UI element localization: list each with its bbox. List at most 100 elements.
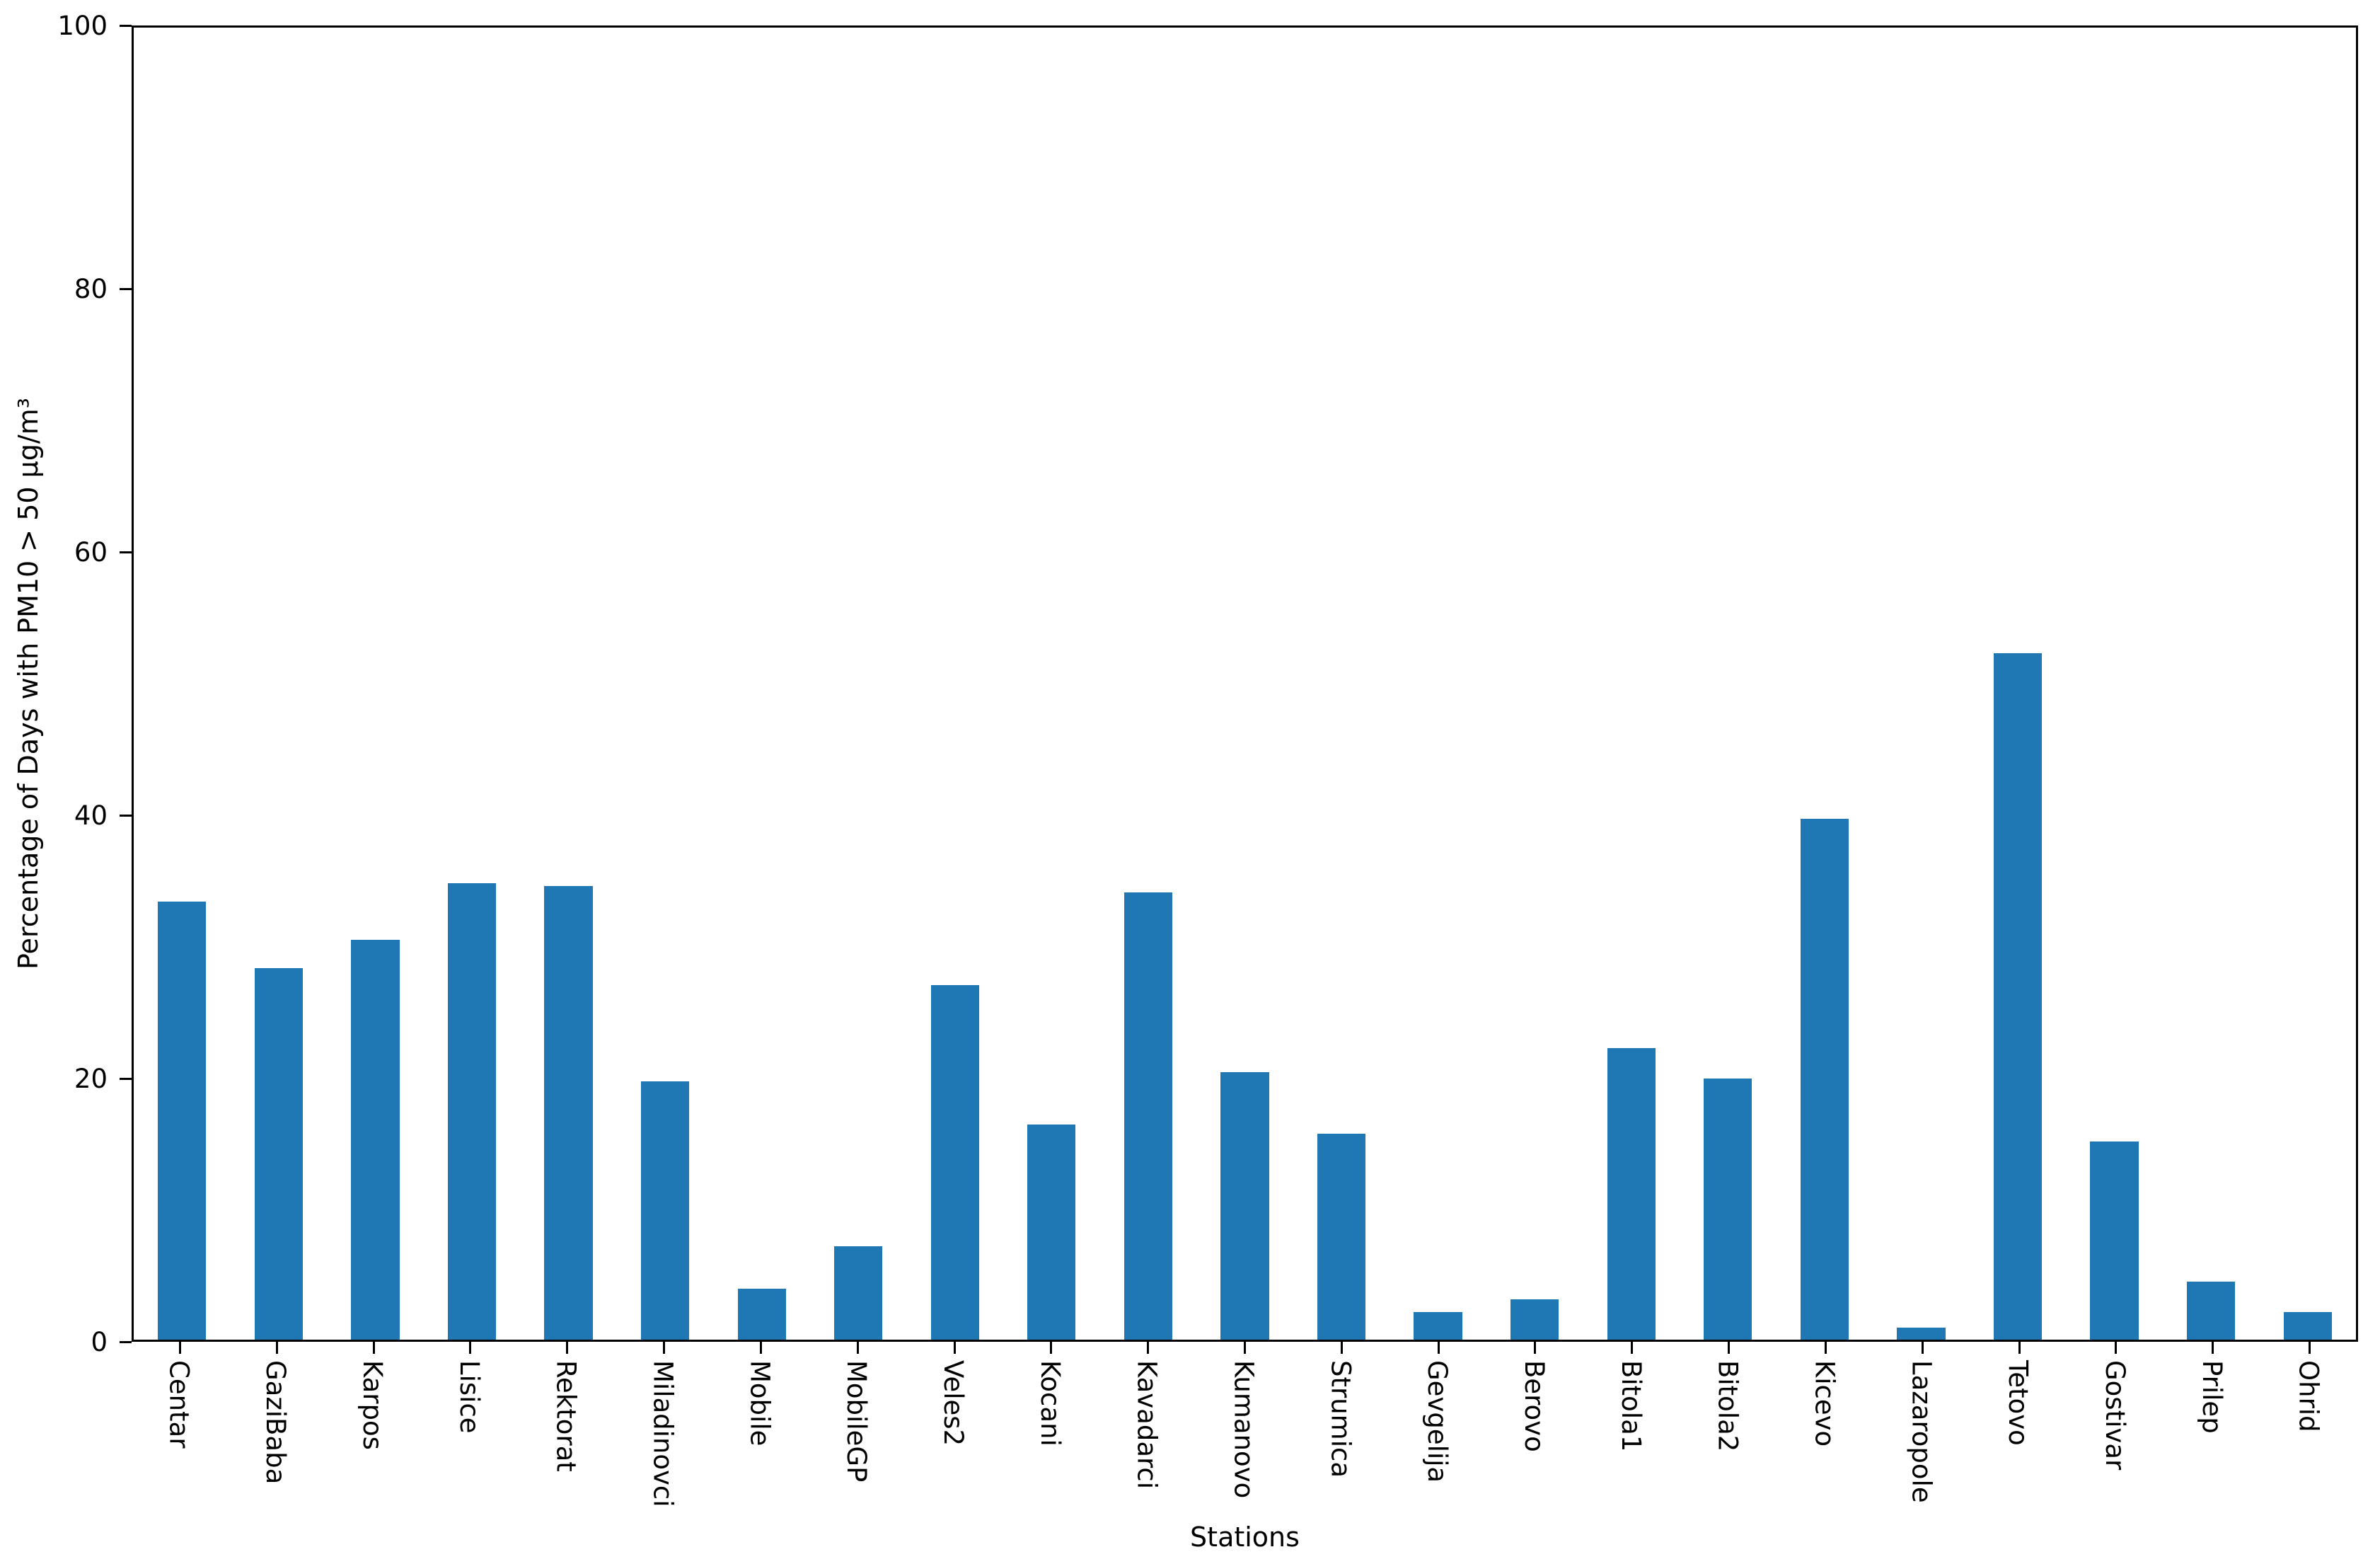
x-tick-label-prilep: Prilep bbox=[2196, 1360, 2227, 1434]
bar-mobile bbox=[737, 1288, 786, 1340]
bar-slot-gazibaba bbox=[231, 28, 328, 1340]
bar-ohrid bbox=[2283, 1312, 2332, 1340]
x-tick-label-bitola2: Bitola2 bbox=[1712, 1360, 1743, 1452]
bar-mobilegp bbox=[834, 1246, 883, 1340]
y-tick-label-40: 40 bbox=[74, 800, 108, 831]
bar-bitola2 bbox=[1704, 1079, 1752, 1340]
x-tick-label-veles2: Veles2 bbox=[938, 1360, 969, 1447]
x-tick-label-ohrid: Ohrid bbox=[2293, 1360, 2324, 1432]
x-tick-mark-bitola2 bbox=[1728, 1342, 1731, 1354]
x-axis-label: Stations bbox=[1190, 1522, 1300, 1553]
y-tick-mark-60 bbox=[120, 551, 132, 553]
bar-centar bbox=[158, 901, 207, 1340]
bars-container bbox=[134, 28, 2356, 1340]
x-tick-label-miladinovci: Miladinovci bbox=[647, 1360, 678, 1507]
bar-karpos bbox=[351, 939, 400, 1340]
bar-miladinovci bbox=[640, 1081, 690, 1340]
bar-tetovo bbox=[1993, 653, 2043, 1340]
bar-kocani bbox=[1027, 1124, 1076, 1340]
x-tick-label-karpos: Karpos bbox=[357, 1360, 388, 1450]
bar-slot-mobile bbox=[713, 28, 810, 1340]
y-tick-mark-80 bbox=[120, 287, 132, 290]
y-tick-label-100: 100 bbox=[57, 11, 108, 41]
x-tick-mark-karpos bbox=[372, 1342, 375, 1354]
x-tick-label-strumica: Strumica bbox=[1325, 1360, 1356, 1478]
bar-slot-ohrid bbox=[2259, 28, 2356, 1340]
bar-slot-veles2 bbox=[907, 28, 1004, 1340]
bar-gevgelija bbox=[1414, 1312, 1462, 1340]
bar-kumanovo bbox=[1220, 1071, 1269, 1340]
y-tick-mark-40 bbox=[120, 814, 132, 817]
x-tick-label-kavadarci: Kavadarci bbox=[1131, 1360, 1162, 1490]
bar-kavadarci bbox=[1123, 892, 1173, 1340]
x-tick-mark-centar bbox=[178, 1342, 181, 1354]
x-tick-label-berovo: Berovo bbox=[1518, 1360, 1549, 1452]
x-tick-mark-kicevo bbox=[1824, 1342, 1827, 1354]
bar-slot-kocani bbox=[1003, 28, 1100, 1340]
bar-strumica bbox=[1317, 1133, 1366, 1340]
bar-slot-strumica bbox=[1293, 28, 1390, 1340]
x-tick-mark-strumica bbox=[1340, 1342, 1343, 1354]
x-tick-mark-gazibaba bbox=[275, 1342, 278, 1354]
x-tick-mark-bitola1 bbox=[1631, 1342, 1634, 1354]
bar-rektorat bbox=[544, 885, 593, 1340]
x-tick-mark-miladinovci bbox=[663, 1342, 666, 1354]
plot-area bbox=[132, 25, 2358, 1342]
x-tick-label-mobilegp: MobileGP bbox=[841, 1360, 872, 1483]
y-tick-label-80: 80 bbox=[74, 274, 108, 304]
bar-slot-rektorat bbox=[520, 28, 617, 1340]
x-tick-mark-berovo bbox=[1534, 1342, 1537, 1354]
x-tick-mark-kocani bbox=[1050, 1342, 1053, 1354]
y-tick-mark-0 bbox=[120, 1340, 132, 1343]
x-tick-label-kumanovo: Kumanovo bbox=[1228, 1360, 1259, 1499]
bar-bitola1 bbox=[1607, 1048, 1656, 1340]
x-tick-mark-lisice bbox=[469, 1342, 472, 1354]
x-tick-label-centar: Centar bbox=[163, 1360, 195, 1449]
y-tick-mark-20 bbox=[120, 1077, 132, 1080]
bar-slot-karpos bbox=[327, 28, 424, 1340]
x-tick-mark-veles2 bbox=[953, 1342, 956, 1354]
bar-slot-bitola2 bbox=[1680, 28, 1777, 1340]
x-tick-label-kicevo: Kicevo bbox=[1809, 1360, 1840, 1447]
x-tick-label-kocani: Kocani bbox=[1034, 1360, 1065, 1447]
x-tick-label-rektorat: Rektorat bbox=[550, 1360, 582, 1472]
bar-kicevo bbox=[1800, 818, 1849, 1340]
x-tick-label-tetovo: Tetovo bbox=[2003, 1360, 2034, 1446]
bar-berovo bbox=[1510, 1299, 1559, 1340]
bar-slot-kavadarci bbox=[1100, 28, 1197, 1340]
x-tick-mark-gevgelija bbox=[1437, 1342, 1440, 1354]
x-tick-mark-kavadarci bbox=[1147, 1342, 1150, 1354]
bar-slot-miladinovci bbox=[617, 28, 714, 1340]
y-tick-label-60: 60 bbox=[74, 537, 108, 568]
y-tick-label-20: 20 bbox=[74, 1064, 108, 1094]
x-tick-label-lazaropole: Lazaropole bbox=[1906, 1360, 1937, 1503]
x-tick-label-gazibaba: GaziBaba bbox=[260, 1360, 291, 1485]
x-tick-label-gevgelija: Gevgelija bbox=[1422, 1360, 1453, 1483]
x-tick-mark-lazaropole bbox=[1921, 1342, 1924, 1354]
y-axis-label: Percentage of Days with PM10 > 50 µg/m³ bbox=[13, 397, 44, 970]
x-tick-mark-tetovo bbox=[2018, 1342, 2021, 1354]
bar-slot-mobilegp bbox=[810, 28, 907, 1340]
y-tick-label-0: 0 bbox=[91, 1327, 108, 1357]
x-tick-mark-mobile bbox=[759, 1342, 762, 1354]
bar-slot-prilep bbox=[2163, 28, 2260, 1340]
bar-slot-centar bbox=[134, 28, 231, 1340]
y-tick-mark-100 bbox=[120, 24, 132, 27]
bar-gostivar bbox=[2090, 1142, 2139, 1340]
x-tick-mark-gostivar bbox=[2115, 1342, 2118, 1354]
x-tick-label-bitola1: Bitola1 bbox=[1615, 1360, 1646, 1452]
bar-slot-lazaropole bbox=[1873, 28, 1970, 1340]
bar-slot-gostivar bbox=[2066, 28, 2163, 1340]
x-tick-label-gostivar: Gostivar bbox=[2099, 1360, 2130, 1471]
bar-slot-gevgelija bbox=[1390, 28, 1486, 1340]
bar-slot-tetovo bbox=[1970, 28, 2067, 1340]
bar-slot-lisice bbox=[424, 28, 521, 1340]
x-tick-mark-prilep bbox=[2212, 1342, 2214, 1354]
bar-lazaropole bbox=[1897, 1328, 1946, 1340]
x-tick-mark-ohrid bbox=[2309, 1342, 2311, 1354]
bar-prilep bbox=[2186, 1282, 2236, 1340]
bar-slot-bitola1 bbox=[1583, 28, 1680, 1340]
bar-slot-berovo bbox=[1486, 28, 1583, 1340]
x-tick-mark-kumanovo bbox=[1244, 1342, 1246, 1354]
